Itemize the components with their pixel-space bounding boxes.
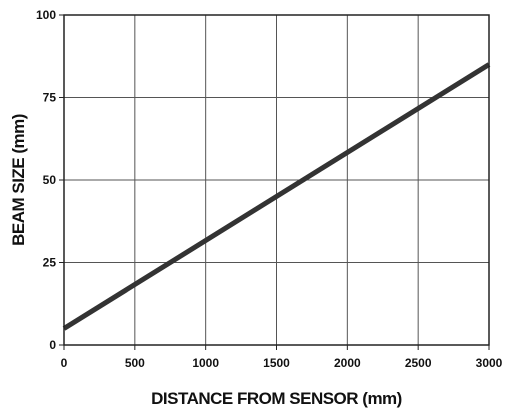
grid [63, 14, 490, 346]
series-line-0 [62, 62, 491, 331]
x-tick-label: 2500 [405, 356, 432, 370]
x-tick-label: 2000 [334, 356, 361, 370]
y-tick-label: 100 [36, 8, 56, 22]
y-axis-ticks: 0 25 50 75 100 [36, 8, 64, 352]
y-tick-label: 25 [43, 256, 57, 270]
x-tick-label: 1500 [263, 356, 290, 370]
x-axis-ticks: 0 500 1000 1500 2000 2500 3000 [61, 345, 503, 370]
x-tick-label: 0 [61, 356, 68, 370]
x-tick-label: 3000 [476, 356, 503, 370]
y-tick-label: 50 [43, 173, 57, 187]
y-tick-label: 75 [43, 91, 57, 105]
x-axis-title: DISTANCE FROM SENSOR (mm) [151, 389, 402, 408]
x-tick-label: 500 [125, 356, 145, 370]
y-axis-title: BEAM SIZE (mm) [9, 114, 28, 246]
y-tick-label: 0 [49, 338, 56, 352]
series-layer [62, 62, 491, 331]
x-tick-label: 1000 [192, 356, 219, 370]
